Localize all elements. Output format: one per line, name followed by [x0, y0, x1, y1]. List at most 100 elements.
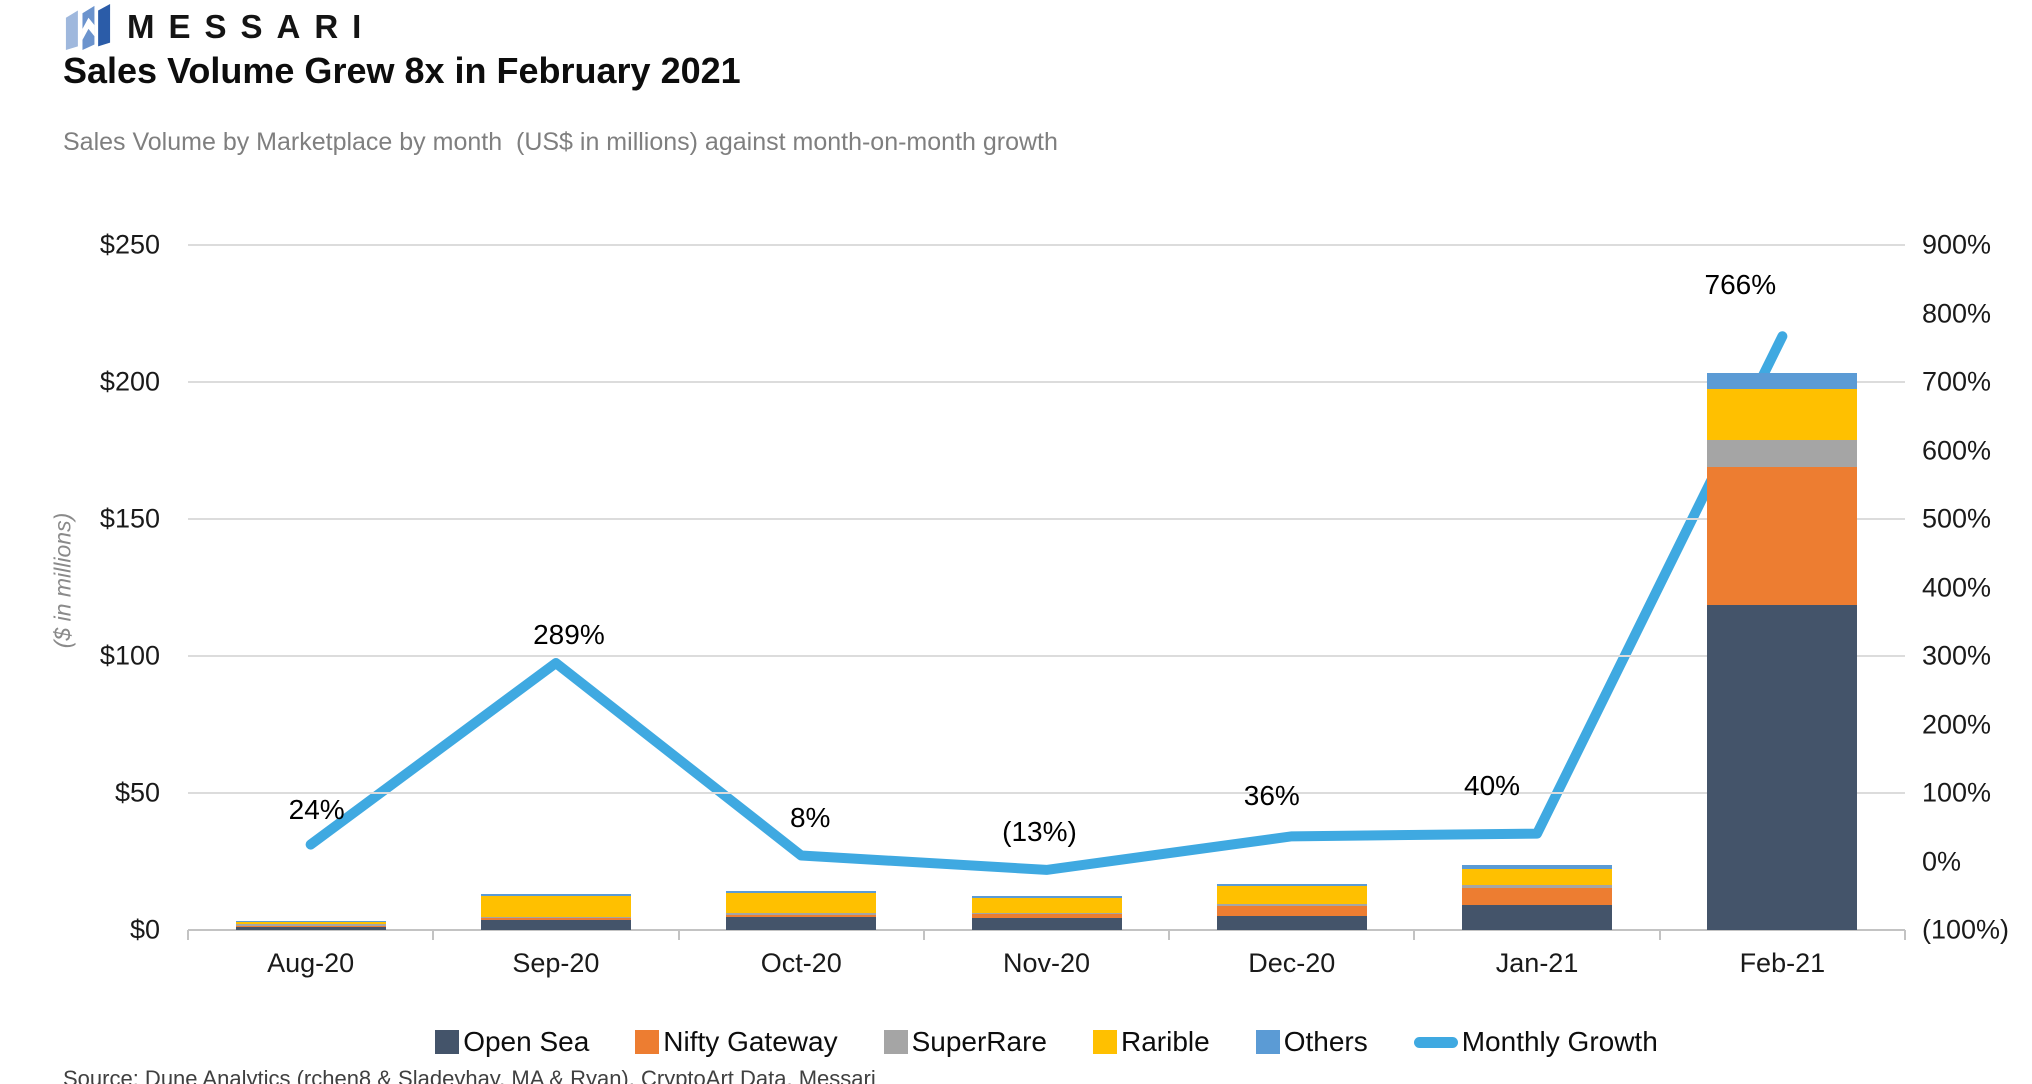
bar-segment-nifty-gateway: [726, 914, 877, 918]
x-axis-tick: [677, 930, 680, 940]
gridline: [188, 518, 1905, 520]
left-axis-tick-label: $150: [99, 503, 160, 534]
bar-segment-superrare: [726, 913, 877, 915]
right-axis-tick-label: 100%: [1922, 777, 1992, 808]
x-axis-label: Dec-20: [1248, 948, 1336, 978]
x-axis-tick: [922, 930, 925, 940]
bar-segment-superrare: [1462, 884, 1613, 888]
bar-segment-rarible: [235, 920, 386, 925]
x-axis-label: Sep-20: [512, 948, 600, 978]
bar-segment-rarible: [726, 893, 877, 914]
legend-item-rarible: Rarible: [1092, 1026, 1210, 1058]
bar-segment-nifty-gateway: [1462, 887, 1613, 906]
legend-color-swatch-icon: [635, 1030, 660, 1054]
bar-segment-open-sea: [1216, 916, 1367, 930]
bar-segment-others: [1216, 883, 1367, 886]
brand: MESSARI: [63, 4, 375, 50]
legend-item-open-sea: Open Sea: [435, 1026, 589, 1058]
x-axis-label: Jan-21: [1495, 948, 1579, 978]
x-axis-tick: [1904, 930, 1906, 940]
bar-segment-open-sea: [1462, 905, 1613, 930]
growth-point-label: 289%: [533, 619, 605, 651]
bar-segment-nifty-gateway: [480, 918, 631, 921]
bar-segment-others: [1462, 865, 1613, 870]
bar-segment-others: [480, 893, 631, 896]
left-axis-tick-label: $50: [114, 777, 160, 808]
bar-segment-rarible: [1462, 869, 1613, 885]
bar-segment-open-sea: [726, 917, 877, 930]
legend-color-swatch-icon: [435, 1030, 460, 1054]
bar-segment-rarible: [971, 897, 1122, 913]
bar-segment-superrare: [971, 913, 1122, 915]
bar-segment-open-sea: [971, 917, 1122, 930]
growth-point-label: 24%: [288, 793, 345, 825]
right-axis-tick-label: 800%: [1922, 298, 1992, 328]
legend-label: Nifty Gateway: [663, 1026, 838, 1057]
growth-point-label: 766%: [1704, 269, 1777, 301]
x-axis-tick: [1168, 930, 1171, 940]
legend-color-swatch-icon: [1092, 1030, 1117, 1054]
bar-segment-nifty-gateway: [235, 925, 386, 928]
right-axis-tick-label: 0%: [1922, 846, 1962, 876]
right-axis-tick-label: (100%): [1922, 914, 2010, 945]
legend-item-others: Others: [1255, 1026, 1368, 1058]
left-axis-tick-label: $0: [129, 914, 160, 945]
right-axis-tick-label: 600%: [1922, 435, 1992, 465]
legend-label: Monthly Growth: [1461, 1026, 1658, 1057]
left-axis-tick-label: $200: [99, 366, 160, 397]
legend-label: Rarible: [1120, 1026, 1210, 1057]
bar-segment-open-sea: [480, 920, 631, 930]
x-axis-line: [188, 929, 1905, 931]
legend-item-monthly-growth: Monthly Growth: [1413, 1026, 1658, 1058]
legend-color-swatch-icon: [1255, 1030, 1280, 1054]
x-axis-label: Aug-20: [267, 948, 355, 978]
legend-line-swatch-icon: [1413, 1036, 1458, 1048]
bar-segment-rarible: [1216, 885, 1367, 905]
bar-segment-others: [726, 890, 877, 893]
gridline: [188, 381, 1905, 383]
right-axis-tick-label: 200%: [1922, 709, 1992, 739]
source-note: Source: Dune Analytics (rchen8 & Sladeyh…: [63, 1066, 876, 1084]
right-axis-tick-label: 300%: [1922, 640, 1992, 671]
x-axis-tick: [187, 930, 189, 940]
legend-item-nifty-gateway: Nifty Gateway: [635, 1026, 838, 1058]
x-axis-label: Nov-20: [1002, 948, 1091, 978]
page-title: Sales Volume Grew 8x in February 2021: [63, 50, 741, 91]
right-axis-tick-label: 400%: [1922, 572, 1992, 602]
legend-color-swatch-icon: [883, 1030, 908, 1054]
bar-segment-superrare: [480, 916, 631, 919]
bar-segment-others: [1707, 372, 1858, 389]
bar-segment-rarible: [480, 895, 631, 917]
gridline: [188, 792, 1905, 794]
x-axis-tick: [1413, 930, 1416, 940]
bar-segment-nifty-gateway: [1707, 466, 1858, 606]
bar-segment-rarible: [1707, 388, 1858, 440]
x-axis-tick: [432, 930, 435, 940]
bar-segment-open-sea: [235, 927, 386, 930]
x-axis-label: Feb-21: [1739, 948, 1826, 978]
gridline: [188, 655, 1905, 657]
gridline: [188, 244, 1905, 246]
growth-point-label: (13%): [1002, 815, 1077, 847]
left-axis-tick-label: $100: [99, 640, 160, 671]
left-axis-tick-label: $250: [99, 229, 160, 260]
legend-item-superrare: SuperRare: [883, 1026, 1047, 1058]
x-axis-tick: [1658, 930, 1661, 940]
right-axis-tick-label: 500%: [1922, 503, 1992, 534]
bar-segment-superrare: [1707, 439, 1858, 467]
page-subtitle: Sales Volume by Marketplace by month (US…: [63, 128, 1058, 156]
legend-label: Others: [1283, 1026, 1368, 1057]
growth-point-label: 8%: [789, 801, 831, 833]
right-axis-tick-label: 700%: [1922, 366, 1992, 397]
bar-segment-nifty-gateway: [971, 914, 1122, 918]
x-axis-label: Oct-20: [760, 948, 842, 978]
growth-point-label: 40%: [1464, 769, 1521, 801]
bar-segment-others: [971, 896, 1122, 898]
chart-legend: Open Sea Nifty Gateway SuperRare Rarible Oth…: [188, 1026, 1905, 1058]
growth-point-label: 36%: [1243, 780, 1300, 812]
legend-label: Open Sea: [463, 1026, 590, 1057]
bar-segment-superrare: [1216, 904, 1367, 907]
bar-segment-open-sea: [1707, 605, 1858, 930]
